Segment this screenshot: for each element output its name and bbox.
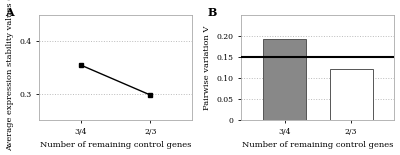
Bar (330, 69, 373, 120)
Y-axis label: Average expression stability values (M): Average expression stability values (M) (6, 0, 14, 151)
Text: B: B (208, 7, 217, 18)
Y-axis label: Pairwise variation V: Pairwise variation V (203, 25, 211, 110)
X-axis label: Number of remaining control genes: Number of remaining control genes (242, 142, 394, 149)
Text: A: A (5, 7, 14, 18)
X-axis label: Number of remaining control genes: Number of remaining control genes (40, 142, 191, 149)
Bar (263, 40, 306, 120)
